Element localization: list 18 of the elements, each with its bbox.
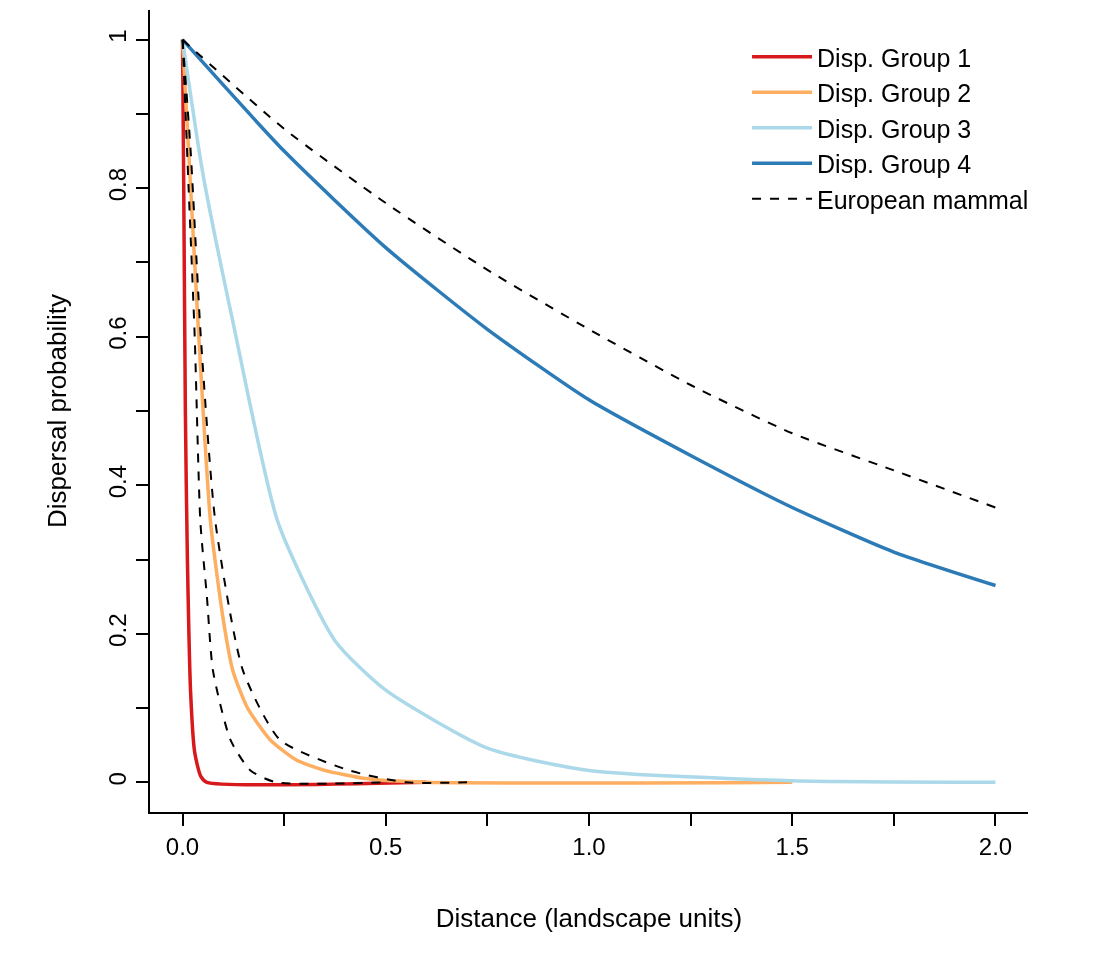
y-tick-label: 1 xyxy=(104,29,132,43)
y-tick-label: 0 xyxy=(104,772,132,786)
y-tick-label: 0.2 xyxy=(104,613,132,647)
legend-label: Disp. Group 2 xyxy=(817,79,972,108)
legend-label: Disp. Group 4 xyxy=(817,150,972,179)
x-tick-label: 1.5 xyxy=(775,832,809,860)
legend-label: Disp. Group 3 xyxy=(817,114,972,143)
y-tick-label: 0.4 xyxy=(104,464,132,499)
y-tick-label: 0.6 xyxy=(104,316,132,350)
y-tick-label: 0.8 xyxy=(104,167,132,202)
legend-label: Disp. Group 1 xyxy=(817,43,972,72)
legend-label: European mammal xyxy=(817,185,1029,214)
x-tick-label: 0.0 xyxy=(165,832,200,860)
x-tick-label: 1.0 xyxy=(572,832,606,860)
x-axis-title: Distance (landscape units) xyxy=(435,903,743,933)
x-tick-label: 2.0 xyxy=(978,832,1013,860)
x-tick-label: 0.5 xyxy=(369,832,403,860)
y-axis-title: Dispersal probability xyxy=(42,293,73,529)
